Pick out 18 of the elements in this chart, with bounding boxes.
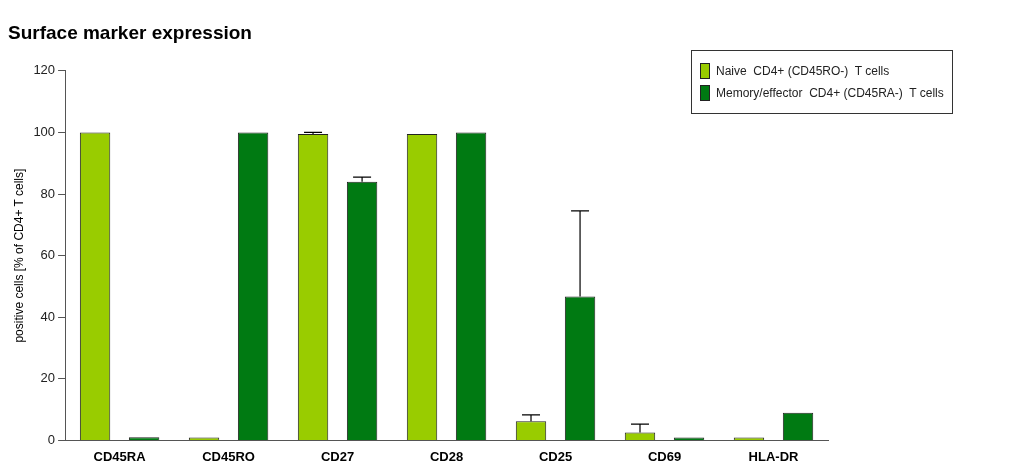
y-tick-label: 100 <box>33 123 56 139</box>
x-tick-label: CD25 <box>538 448 573 464</box>
x-tick-label: CD28 <box>429 448 464 464</box>
y-tick-label: 60 <box>40 247 56 263</box>
x-tick-label: CD45RO <box>202 448 255 464</box>
x-tick-label: CD69 <box>647 448 682 464</box>
legend-label: Memory/effector CD4+ (CD45RA-) T cells <box>716 86 944 100</box>
y-tick-label: 20 <box>40 370 56 386</box>
y-tick-label: 40 <box>40 308 56 324</box>
legend-label: Naive CD4+ (CD45RO-) T cells <box>716 64 890 78</box>
y-axis-title: positive cells [% of CD4+ T cells] <box>11 168 26 343</box>
y-tick-label: 80 <box>40 185 56 201</box>
y-tick-label: 0 <box>47 431 56 447</box>
y-tick-label: 120 <box>33 62 56 78</box>
x-tick-label: CD27 <box>320 448 355 464</box>
chart-title: Surface marker expression <box>8 21 252 43</box>
x-tick-label: HLA-DR <box>748 448 800 464</box>
x-tick-label: CD45RA <box>93 448 147 464</box>
